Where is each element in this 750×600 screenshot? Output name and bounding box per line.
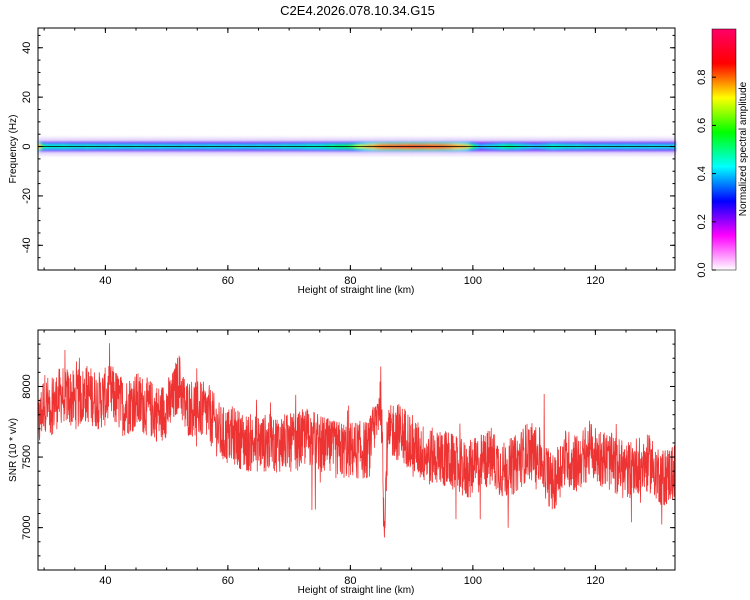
snr-series-line bbox=[38, 343, 675, 538]
colorbar-tick-label: 0.8 bbox=[696, 70, 708, 85]
spectrogram-frame bbox=[37, 27, 676, 271]
x-tick-label: 120 bbox=[586, 275, 604, 287]
colorbar-tick-label: 0.0 bbox=[696, 262, 708, 277]
snr-y-label: SNR (10 * v/v) bbox=[8, 418, 19, 482]
y-tick-label: 0 bbox=[21, 143, 33, 149]
y-tick-label: 20 bbox=[21, 91, 33, 103]
snr-y-ticks: 8000 7500 7000 bbox=[21, 329, 675, 571]
x-tick-label: 80 bbox=[344, 575, 356, 587]
y-tick-label: 7000 bbox=[21, 515, 33, 539]
spectrogram-y-ticks: 40 20 0 -20 -40 bbox=[21, 34, 675, 271]
spectrogram-marks bbox=[38, 137, 676, 156]
snr-x-label: Height of straight line (km) bbox=[298, 585, 415, 596]
colorbar-tick-label: 0.4 bbox=[696, 166, 708, 181]
x-tick-label: 60 bbox=[222, 275, 234, 287]
snr-panel: 40 60 80 100 120 8000 7500 7000 Height of stra… bbox=[8, 329, 676, 596]
colorbar-scale bbox=[711, 28, 737, 271]
y-tick-label: 8000 bbox=[21, 374, 33, 398]
colorbar-tick-label: 0.6 bbox=[696, 118, 708, 133]
y-tick-label: -20 bbox=[21, 188, 33, 204]
colorbar-label: Normalized spectral amplitude bbox=[738, 81, 749, 216]
colorbar-tick-label: 0.2 bbox=[696, 214, 708, 229]
snr-x-ticks: 40 60 80 100 120 bbox=[43, 330, 658, 587]
spectrogram-x-label: Height of straight line (km) bbox=[298, 285, 415, 296]
x-tick-label: 80 bbox=[344, 275, 356, 287]
x-tick-label: 100 bbox=[464, 275, 482, 287]
spectrogram-y-label: Frequency (Hz) bbox=[8, 115, 19, 184]
spectrogram-x-ticks: 40 60 80 100 120 bbox=[43, 28, 658, 287]
colorbar-ticks: 0.0 0.2 0.4 0.6 0.8 bbox=[696, 70, 716, 278]
y-tick-label: 7500 bbox=[21, 445, 33, 469]
y-tick-label: 40 bbox=[21, 42, 33, 54]
spectrogram-panel: 40 60 80 100 120 40 20 0 -20 -40 Height of strai… bbox=[8, 27, 676, 296]
y-tick-label: -40 bbox=[21, 237, 33, 253]
figure-title: C2E4.2026.078.10.34.G15 bbox=[280, 3, 435, 18]
snr-frame bbox=[37, 329, 676, 571]
x-tick-label: 120 bbox=[586, 575, 604, 587]
x-tick-label: 60 bbox=[222, 575, 234, 587]
colorbar: 0.0 0.2 0.4 0.6 0.8 Normalized spectral ampl… bbox=[696, 28, 749, 278]
x-tick-label: 40 bbox=[99, 575, 111, 587]
x-tick-label: 100 bbox=[464, 575, 482, 587]
x-tick-label: 40 bbox=[99, 275, 111, 287]
